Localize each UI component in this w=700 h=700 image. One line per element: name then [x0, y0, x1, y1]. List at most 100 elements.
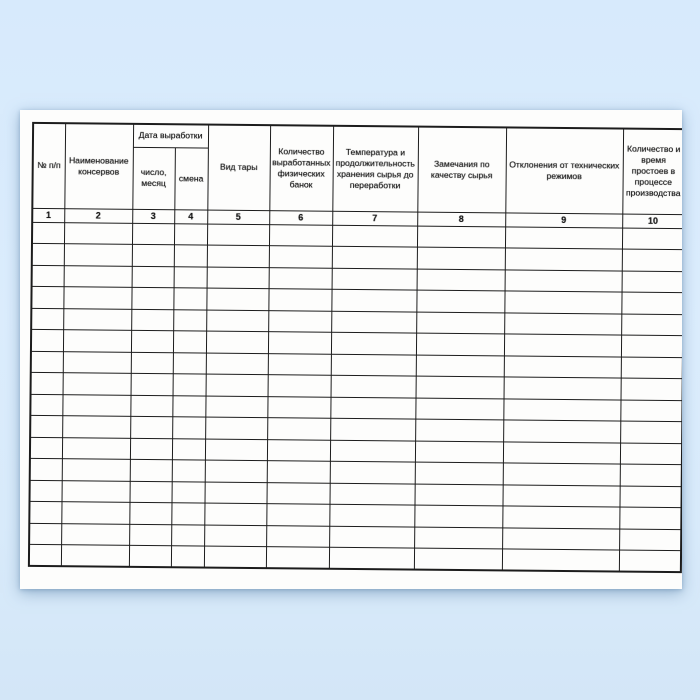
empty-cell: [329, 461, 415, 484]
column-number-cell: 1: [32, 207, 65, 223]
empty-cell: [502, 527, 620, 551]
empty-cell: [503, 398, 621, 422]
empty-cell: [206, 223, 270, 246]
empty-cell: [502, 462, 620, 486]
empty-cell: [416, 247, 505, 270]
empty-cell: [130, 373, 173, 396]
empty-cell: [31, 221, 65, 244]
empty-cell: [415, 397, 504, 420]
empty-cell: [329, 525, 415, 549]
empty-cell: [267, 417, 331, 440]
empty-cell: [63, 222, 133, 245]
empty-cell: [204, 481, 267, 504]
empty-cell: [171, 502, 205, 525]
col-header-date-group: Дата выработки: [132, 123, 209, 148]
empty-cell: [619, 485, 682, 508]
empty-cell: [414, 462, 503, 485]
table-header: № п/п Наименование консервов Дата вырабо…: [32, 122, 682, 229]
empty-cell: [504, 312, 622, 336]
empty-cell: [504, 247, 622, 271]
column-number-cell: 7: [332, 210, 418, 226]
column-number-cell: 5: [207, 209, 270, 225]
empty-cell: [172, 330, 207, 353]
empty-cell: [621, 270, 682, 293]
empty-cell: [29, 436, 63, 459]
empty-cell: [131, 222, 175, 245]
empty-cell: [131, 287, 174, 310]
empty-cell: [268, 224, 333, 247]
empty-cell: [60, 544, 130, 567]
column-number-cell: 6: [269, 210, 333, 225]
empty-cell: [29, 479, 62, 502]
empty-cell: [131, 244, 174, 267]
empty-cell: [266, 482, 330, 505]
empty-cell: [416, 290, 505, 313]
empty-cell: [128, 545, 172, 568]
empty-cell: [619, 442, 682, 465]
empty-cell: [31, 286, 64, 309]
empty-cell: [173, 244, 207, 267]
empty-cell: [504, 269, 622, 293]
column-number-cell: 8: [417, 211, 506, 227]
col-header-deviations: Отклонения от технических режимов: [505, 127, 624, 214]
empty-cell: [30, 350, 63, 373]
empty-cell: [502, 441, 621, 465]
empty-cell: [205, 331, 269, 354]
empty-cell: [266, 439, 331, 462]
empty-cell: [330, 396, 416, 420]
empty-cell: [61, 480, 130, 503]
column-number-cell: 4: [174, 209, 208, 224]
empty-cell: [173, 309, 207, 332]
column-number-cell: 9: [505, 212, 623, 228]
empty-cell: [620, 335, 682, 358]
empty-cell: [204, 438, 268, 461]
empty-cell: [129, 480, 172, 503]
empty-cell: [63, 265, 132, 288]
empty-cell: [415, 333, 505, 356]
empty-cell: [266, 503, 330, 526]
empty-cell: [503, 355, 621, 379]
empty-cell: [619, 528, 682, 551]
empty-cell: [268, 310, 332, 333]
empty-cell: [502, 484, 620, 508]
empty-cell: [130, 416, 173, 439]
production-log-table: № п/п Наименование консервов Дата вырабо…: [27, 121, 682, 574]
empty-cell: [31, 264, 64, 287]
column-number-cell: 2: [64, 208, 133, 223]
empty-cell: [331, 289, 417, 312]
empty-cell: [415, 419, 504, 442]
empty-cell: [131, 265, 174, 288]
empty-cell: [620, 421, 682, 444]
empty-cell: [416, 225, 506, 248]
empty-cell: [205, 417, 268, 440]
empty-cell: [205, 374, 268, 397]
empty-cell: [331, 224, 418, 248]
empty-cell: [30, 393, 63, 416]
empty-cell: [171, 481, 205, 504]
empty-cell: [171, 524, 205, 547]
empty-cell: [63, 243, 132, 266]
empty-cell: [416, 268, 505, 291]
col-header-shift: смена: [174, 147, 208, 210]
empty-cell: [266, 525, 330, 548]
empty-cell: [265, 546, 330, 569]
empty-cell: [61, 523, 130, 546]
empty-cell: [331, 246, 417, 269]
empty-cell: [621, 227, 682, 250]
empty-cell: [172, 352, 206, 375]
col-header-date: число, месяц: [132, 146, 175, 210]
empty-cell: [172, 416, 206, 439]
empty-cell: [62, 415, 131, 438]
empty-cell: [618, 550, 682, 573]
empty-cell: [621, 249, 682, 272]
empty-cell: [331, 310, 417, 334]
empty-cell: [131, 308, 174, 331]
empty-cell: [129, 523, 172, 546]
empty-cell: [130, 330, 174, 353]
empty-cell: [29, 501, 62, 524]
empty-cell: [29, 458, 62, 481]
empty-cell: [503, 376, 621, 400]
empty-cell: [173, 287, 207, 310]
empty-cell: [416, 311, 505, 334]
col-header-temperature: Температура и продолжительность хранения…: [332, 125, 419, 212]
